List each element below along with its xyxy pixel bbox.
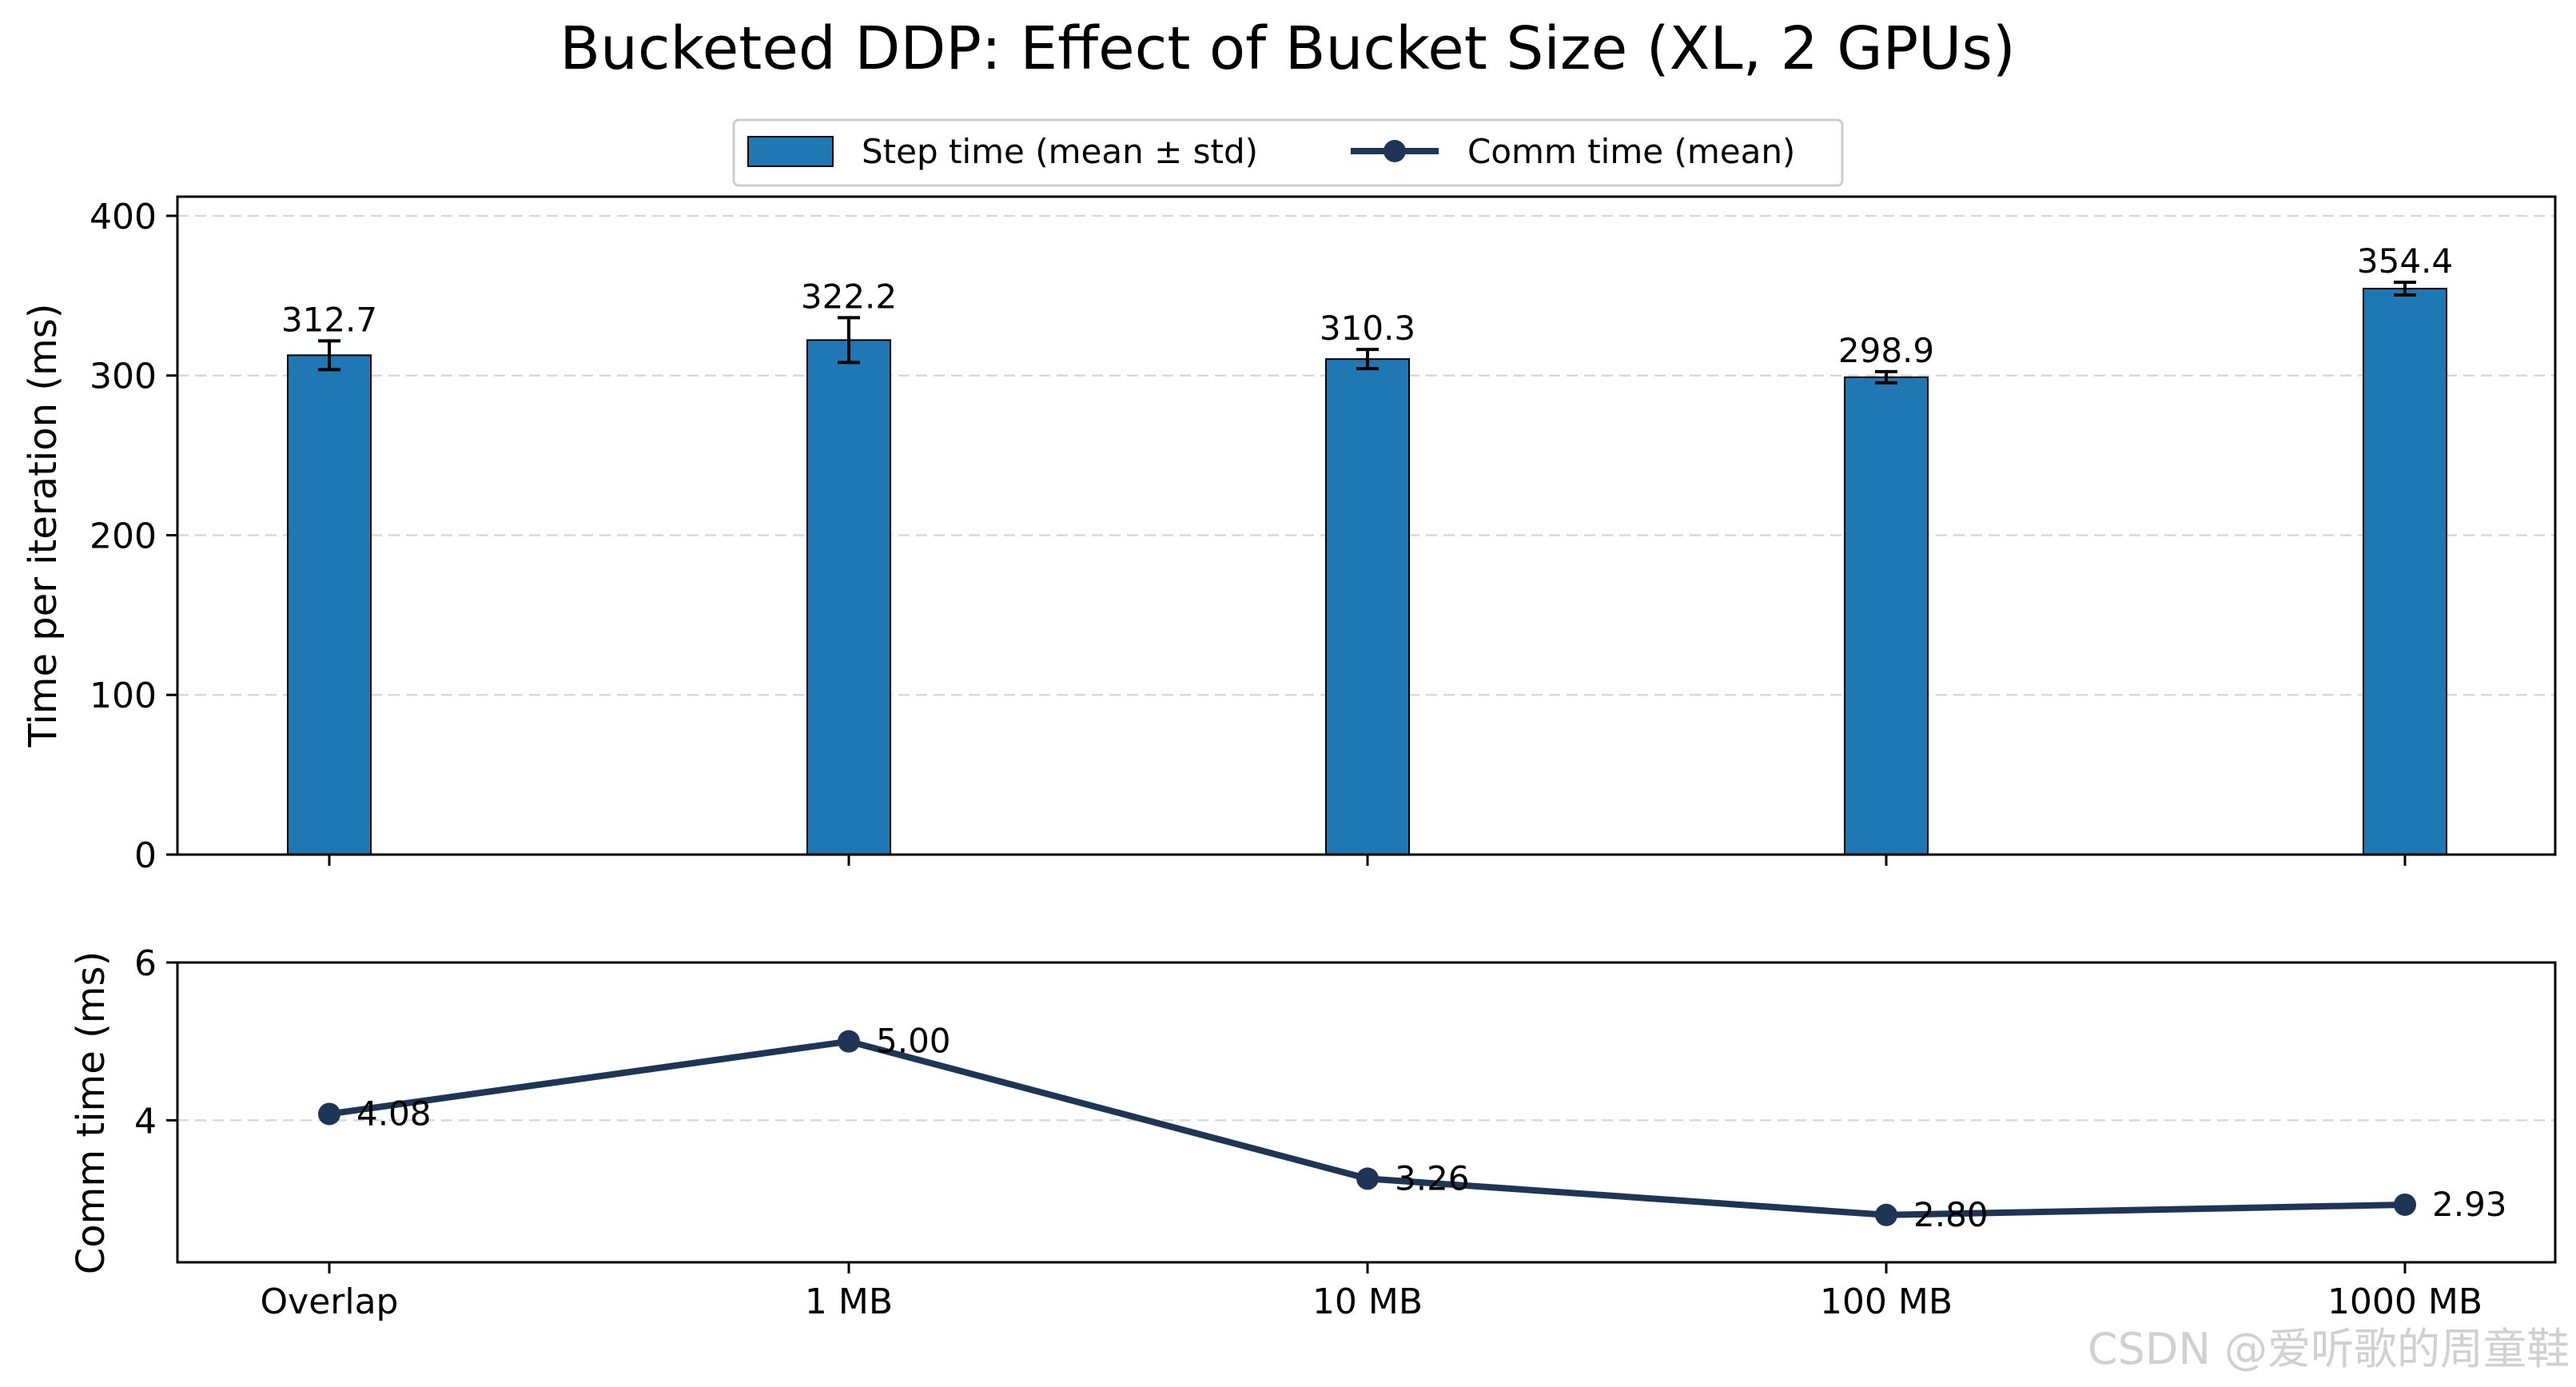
bottom-x-ticks: Overlap 1 MB 10 MB 100 MB 1000 MB bbox=[261, 1262, 2482, 1322]
legend-frame bbox=[732, 118, 1844, 187]
line-value-label: 2.93 bbox=[2432, 1185, 2507, 1224]
bottom-panel: 4.085.003.262.80 2.93 46 Overlap 1 MB 10 MB… bbox=[69, 943, 2557, 1322]
x-tick-label: 1000 MB bbox=[2327, 1281, 2482, 1322]
top-y-tick-label: 200 bbox=[90, 516, 157, 556]
top-y-tick-label: 0 bbox=[134, 835, 157, 876]
bar bbox=[806, 339, 891, 856]
line-value-label: 3.26 bbox=[1395, 1158, 1470, 1198]
bar-value-label: 312.7 bbox=[281, 300, 377, 339]
line-point bbox=[318, 1102, 340, 1126]
chart-title: Bucketed DDP: Effect of Bucket Size (XL,… bbox=[559, 14, 2016, 83]
top-y-tick-label: 100 bbox=[90, 676, 157, 716]
bottom-line-series: 4.08 5.00 3.26 2.80 2.93 bbox=[318, 1022, 2507, 1234]
top-y-tick-label: 400 bbox=[90, 197, 157, 237]
bottom-y-ticks: 46 bbox=[134, 943, 177, 1142]
bar bbox=[2363, 288, 2447, 855]
top-x-ticks bbox=[328, 855, 2407, 866]
line-point bbox=[2394, 1193, 2416, 1216]
top-y-axis-label: Time per iteration (ms) bbox=[21, 304, 66, 748]
line-point bbox=[1875, 1203, 1897, 1226]
legend: Step time (mean ± std) Comm time (mean) bbox=[732, 118, 1844, 187]
top-y-tick-label: 300 bbox=[90, 357, 157, 397]
bar-value-label: 354.4 bbox=[2357, 241, 2453, 281]
legend-bar-swatch bbox=[747, 136, 834, 167]
bottom-y-tick-label: 4 bbox=[134, 1101, 157, 1142]
x-tick-label: 1 MB bbox=[805, 1281, 893, 1322]
legend-line-marker bbox=[1384, 140, 1406, 162]
bar-value-label: 310.3 bbox=[1320, 309, 1415, 348]
line-point bbox=[1356, 1167, 1379, 1190]
bottom-y-axis-label: Comm time (ms) bbox=[69, 951, 113, 1275]
legend-entry-step-time: Step time (mean ± std) bbox=[862, 132, 1258, 171]
bottom-y-tick-label: 6 bbox=[134, 943, 157, 984]
bar bbox=[1844, 376, 1929, 855]
line-value-label: 4.08 bbox=[356, 1094, 432, 1133]
x-tick-label: 10 MB bbox=[1312, 1281, 1423, 1322]
x-tick-label: Overlap bbox=[261, 1281, 399, 1322]
line-value-label: 5.00 bbox=[876, 1022, 951, 1061]
bottom-axes-frame bbox=[176, 961, 2557, 1264]
line-value-label: 2.80 bbox=[1913, 1195, 1989, 1234]
bar bbox=[287, 354, 372, 855]
bar-value-label: 298.9 bbox=[1838, 331, 1934, 370]
legend-entry-comm-time: Comm time (mean) bbox=[1467, 132, 1795, 171]
x-tick-label: 100 MB bbox=[1820, 1281, 1953, 1322]
bar bbox=[1325, 358, 1410, 856]
bar-value-label: 322.2 bbox=[801, 277, 897, 316]
watermark: CSDN @爱听歌的周童鞋 bbox=[2088, 1324, 2570, 1374]
line-point bbox=[838, 1030, 860, 1053]
top-bars: 312.7 322.2 310.3 298.9 354.4 bbox=[281, 241, 2453, 856]
top-y-ticks: 0 100 200 300 400 bbox=[90, 197, 177, 876]
